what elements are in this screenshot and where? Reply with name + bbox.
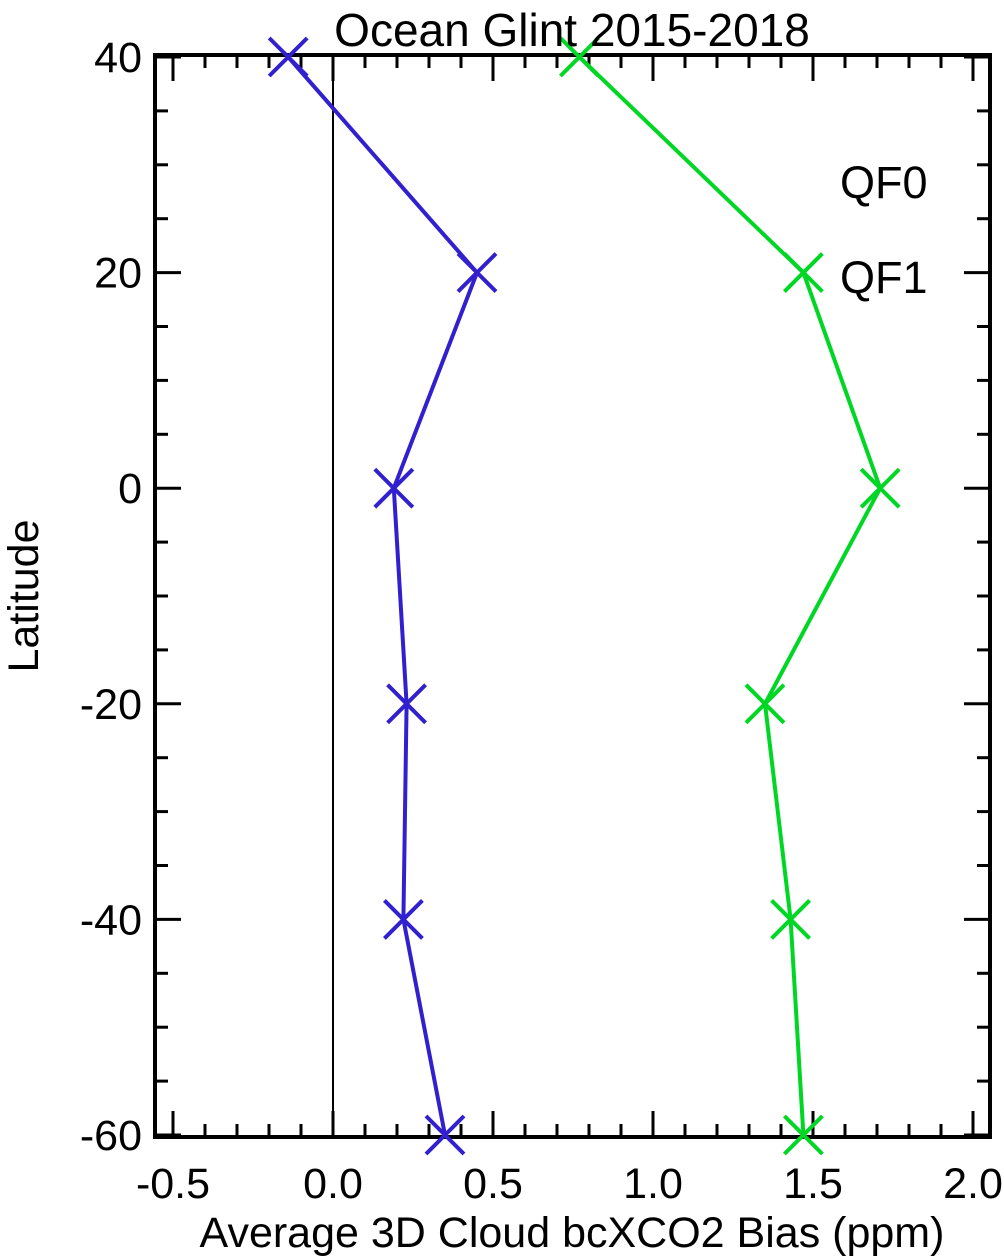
- series-qf1-marker: [782, 252, 824, 294]
- y-tick-label: -20: [80, 681, 142, 729]
- legend-label-qf0: QF0: [840, 157, 928, 208]
- series-qf1-marker: [859, 467, 901, 509]
- series-qf1-marker: [558, 36, 600, 78]
- series-qf0-marker: [386, 683, 428, 725]
- x-tick-label: 1.0: [623, 1160, 683, 1208]
- y-tick-label: 20: [94, 250, 142, 298]
- y-tick-label: 40: [94, 34, 142, 82]
- x-tick-label: 2.0: [943, 1160, 1003, 1208]
- y-axis-title: Latitude: [0, 519, 48, 672]
- series-qf1-marker: [782, 1114, 824, 1156]
- series-qf1-marker: [744, 683, 786, 725]
- x-tick-label: 0.5: [463, 1160, 523, 1208]
- y-tick-label: -40: [80, 896, 142, 944]
- series-qf0-line: [286, 55, 480, 1136]
- axis-frame: [153, 53, 992, 1139]
- series-qf0-marker: [456, 252, 498, 294]
- data-series-group: [267, 36, 901, 1156]
- y-tick-label: 0: [118, 465, 142, 513]
- axis-ticks-group: [155, 55, 990, 1137]
- series-qf0-marker: [267, 36, 309, 78]
- series-qf1-marker: [770, 898, 812, 940]
- chart-title: Ocean Glint 2015-2018: [334, 4, 810, 56]
- series-qf0-marker: [424, 1114, 466, 1156]
- legend-label-qf1: QF1: [840, 252, 928, 303]
- series-qf1-line: [578, 55, 883, 1136]
- series-qf0-marker: [373, 467, 415, 509]
- x-tick-label: -0.5: [136, 1160, 210, 1208]
- x-axis-title: Average 3D Cloud bcXCO2 Bias (ppm): [200, 1209, 945, 1257]
- tick-labels-group: -0.5 0.0 0.5 1.0 1.5 2.0 40 20 0 -20 -40 -60: [80, 34, 1003, 1208]
- x-tick-label: 0.0: [303, 1160, 363, 1208]
- x-tick-label: 1.5: [783, 1160, 843, 1208]
- y-tick-label: -60: [80, 1112, 142, 1160]
- series-qf0-marker: [382, 898, 424, 940]
